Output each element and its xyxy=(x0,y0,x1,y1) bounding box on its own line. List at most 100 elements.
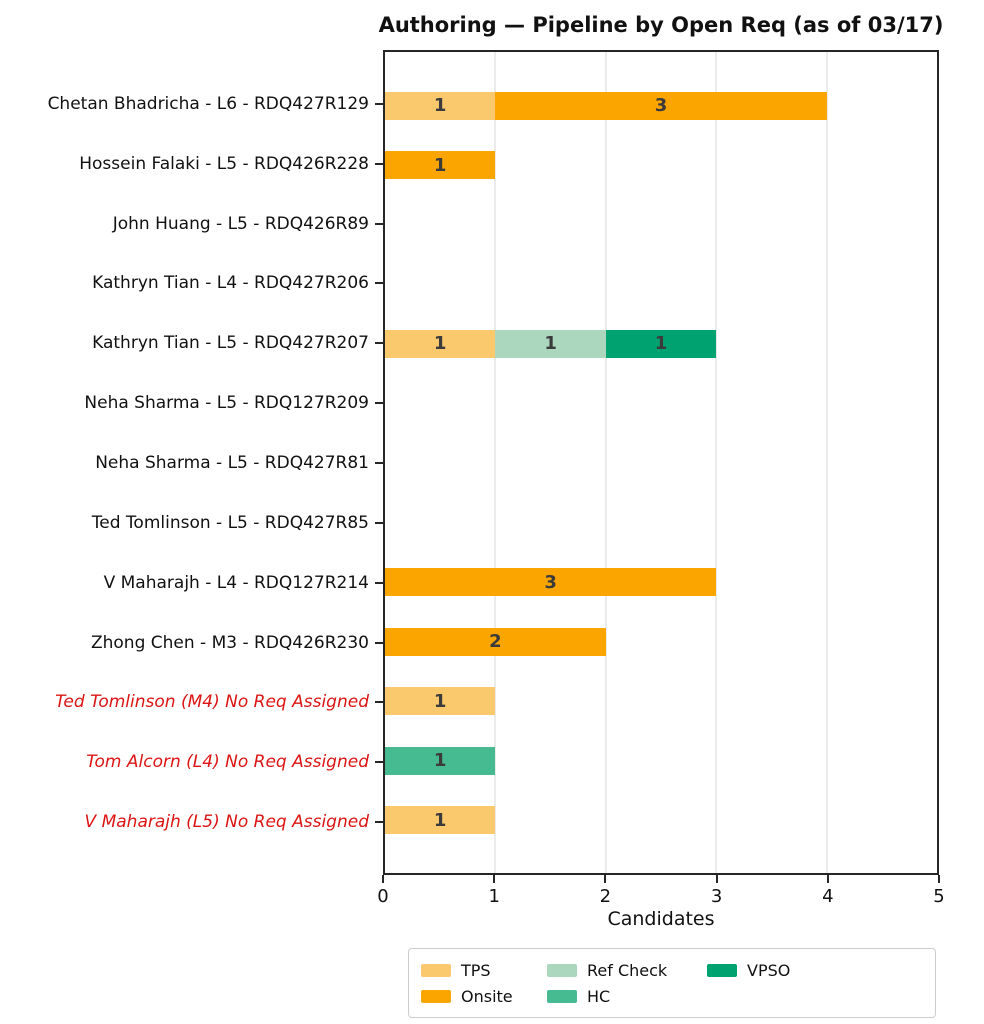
y-tick-mark xyxy=(375,461,383,464)
bar-row: 2 xyxy=(385,612,937,672)
bar-row: 1 1 1 xyxy=(385,314,937,374)
y-tick-mark xyxy=(375,701,383,704)
x-tick-label: 4 xyxy=(822,886,834,907)
row-label: Ted Tomlinson - L5 - RDQ427R85 xyxy=(91,512,369,533)
bar-segment-onsite: 3 xyxy=(385,568,717,597)
bar-value-label: 3 xyxy=(654,95,668,117)
chart-title: Authoring — Pipeline by Open Req (as of … xyxy=(378,13,944,37)
bar-value-label: 1 xyxy=(654,333,668,355)
legend-swatch-icon xyxy=(707,963,737,977)
bar-segment-tps: 1 xyxy=(385,687,496,716)
y-axis-label-row: Neha Sharma - L5 - RDQ127R209 xyxy=(0,373,383,433)
row-label: Tom Alcorn (L4) No Req Assigned xyxy=(86,752,369,773)
y-axis-label-row: Tom Alcorn (L4) No Req Assigned xyxy=(0,732,383,792)
gridline xyxy=(494,52,497,873)
row-label: Kathryn Tian - L4 - RDQ427R206 xyxy=(92,273,369,294)
x-tick-label: 0 xyxy=(377,886,389,907)
bar-row xyxy=(385,195,937,255)
legend-item-ref-check: Ref Check xyxy=(547,961,707,980)
row-label: Kathryn Tian - L5 - RDQ427R207 xyxy=(92,333,369,354)
y-axis-label-row: V Maharajh (L5) No Req Assigned xyxy=(0,792,383,852)
bar-row xyxy=(385,255,937,315)
legend-swatch-icon xyxy=(547,989,577,1003)
y-tick-mark xyxy=(375,641,383,644)
bar-row: 1 xyxy=(385,671,937,731)
bar-row xyxy=(385,433,937,493)
y-tick-mark xyxy=(375,581,383,584)
bar-segment-tps: 1 xyxy=(385,806,496,835)
bar-segment-onsite: 3 xyxy=(495,91,827,120)
x-tick-mark xyxy=(604,875,607,883)
y-axis-labels: Chetan Bhadricha - L6 - RDQ427R129 Hossei… xyxy=(0,50,383,875)
bar-segment-ref-check: 1 xyxy=(495,329,606,358)
row-label: Chetan Bhadricha - L6 - RDQ427R129 xyxy=(47,93,369,114)
row-label: V Maharajh - L4 - RDQ127R214 xyxy=(103,572,369,593)
stacked-bar: 1 xyxy=(385,151,937,180)
row-label: Neha Sharma - L5 - RDQ127R209 xyxy=(84,393,369,414)
x-tick-label: 3 xyxy=(710,886,723,907)
y-tick-mark xyxy=(375,222,383,225)
bar-value-label: 1 xyxy=(433,809,447,831)
y-axis-label-row: Kathryn Tian - L4 - RDQ427R206 xyxy=(0,254,383,314)
bar-row: 1 xyxy=(385,136,937,196)
y-axis-label-row: Ted Tomlinson (M4) No Req Assigned xyxy=(0,672,383,732)
y-tick-mark xyxy=(375,761,383,764)
bar-segment-tps: 1 xyxy=(385,91,496,120)
y-tick-mark xyxy=(375,342,383,345)
stacked-bar: 2 xyxy=(385,627,937,656)
legend-item-vpso: VPSO xyxy=(707,961,809,980)
stacked-bar: 1 1 1 xyxy=(385,329,937,358)
y-axis-label-row: Neha Sharma - L5 - RDQ427R81 xyxy=(0,433,383,493)
stacked-bar: 1 xyxy=(385,806,937,835)
bar-value-label: 1 xyxy=(433,750,447,772)
gridline xyxy=(715,52,718,873)
bar-row xyxy=(385,493,937,553)
row-label: Zhong Chen - M3 - RDQ426R230 xyxy=(90,632,369,653)
x-tick-mark xyxy=(382,875,384,883)
bar-row: 3 xyxy=(385,552,937,612)
bar-row xyxy=(385,374,937,434)
stacked-bar xyxy=(385,211,937,239)
stacked-bar xyxy=(385,508,937,536)
y-axis-label-row: John Huang - L5 - RDQ426R89 xyxy=(0,194,383,254)
legend-swatch-icon xyxy=(421,989,451,1003)
bar-value-label: 3 xyxy=(544,571,557,593)
legend-item-hc: HC xyxy=(547,987,707,1006)
legend-label: VPSO xyxy=(747,960,791,980)
bar-row: 1 xyxy=(385,790,937,850)
bar-value-label: 1 xyxy=(433,333,447,355)
row-label: V Maharajh (L5) No Req Assigned xyxy=(84,812,369,833)
y-axis-label-row: Chetan Bhadricha - L6 - RDQ427R129 xyxy=(0,74,383,134)
row-label: Hossein Falaki - L5 - RDQ426R228 xyxy=(79,153,369,174)
stacked-bar: 1 xyxy=(385,746,937,775)
legend: TPS Onsite Ref Check HC VPSO xyxy=(408,948,936,1018)
y-axis-label-row: Ted Tomlinson - L5 - RDQ427R85 xyxy=(0,493,383,553)
bar-segment-onsite: 2 xyxy=(385,627,606,656)
gridline xyxy=(604,52,607,873)
x-axis-title: Candidates xyxy=(607,908,715,930)
bar-segment-hc: 1 xyxy=(385,746,496,775)
bar-value-label: 1 xyxy=(433,95,447,117)
x-tick-mark xyxy=(826,875,829,883)
y-axis-label-row: Hossein Falaki - L5 - RDQ426R228 xyxy=(0,134,383,194)
x-tick-mark xyxy=(715,875,718,883)
legend-swatch-icon xyxy=(421,963,451,977)
x-axis: 0 1 2 3 4 5 xyxy=(377,875,945,911)
legend-label: TPS xyxy=(461,960,491,980)
y-axis-label-row: Kathryn Tian - L5 - RDQ427R207 xyxy=(0,313,383,373)
stacked-bar xyxy=(385,449,937,477)
y-tick-mark xyxy=(375,102,383,105)
legend-swatch-icon xyxy=(547,963,577,977)
y-axis-label-row: V Maharajh - L4 - RDQ127R214 xyxy=(0,553,383,613)
row-label: John Huang - L5 - RDQ426R89 xyxy=(112,213,369,234)
y-tick-mark xyxy=(375,282,383,285)
stacked-bar xyxy=(385,389,937,417)
y-axis-label-row: Zhong Chen - M3 - RDQ426R230 xyxy=(0,613,383,673)
bar-value-label: 1 xyxy=(433,154,447,176)
legend-label: Onsite xyxy=(461,986,513,1006)
x-tick-mark xyxy=(493,875,496,883)
